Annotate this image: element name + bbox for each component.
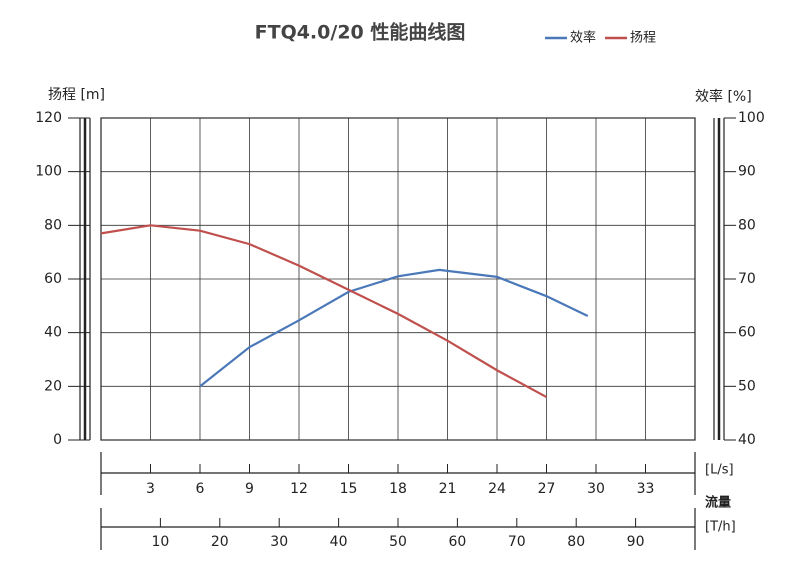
- x-tick-label: 6: [196, 481, 205, 497]
- x2-tick-label: 60: [448, 534, 466, 550]
- x2-tick-label: 30: [270, 534, 288, 550]
- x2-tick-label: 80: [567, 534, 585, 550]
- y-tick-label: 20: [44, 378, 62, 394]
- y-tick-label: 0: [53, 432, 62, 448]
- x-tick-label: 21: [439, 481, 457, 497]
- y-axis-label: 扬程 [m]: [48, 87, 105, 103]
- x2-tick-label: 90: [627, 534, 645, 550]
- x2-tick-label: 50: [389, 534, 407, 550]
- x2-axis-label: [T/h]: [705, 520, 736, 535]
- y-tick-label: 120: [35, 110, 62, 126]
- x-tick-label: 27: [538, 481, 556, 497]
- y-tick-label: 60: [44, 271, 62, 287]
- x-tick-label: 3: [146, 481, 155, 497]
- y2-tick-label: 40: [738, 432, 756, 448]
- x-tick-label: 24: [488, 481, 506, 497]
- y2-tick-label: 80: [738, 217, 756, 233]
- y-tick-label: 100: [35, 164, 62, 180]
- y2-axis-label: 效率 [%]: [695, 88, 752, 105]
- x-tick-label: 12: [290, 481, 308, 497]
- y2-tick-label: 60: [738, 325, 756, 341]
- x2-tick-label: 70: [508, 534, 526, 550]
- x2-tick-label: 40: [330, 534, 348, 550]
- x-tick-label: 30: [587, 481, 605, 497]
- chart-title: FTQ4.0/20 性能曲线图: [255, 21, 466, 44]
- x-tick-label: 9: [245, 481, 254, 497]
- y2-tick-label: 90: [738, 164, 756, 180]
- line-series: [100, 224, 548, 399]
- y-tick-label: 80: [44, 217, 62, 233]
- y2-tick-label: 70: [738, 271, 756, 287]
- y-tick-label: 40: [44, 325, 62, 341]
- y2-tick-label: 50: [738, 378, 756, 394]
- x-axis-label: [L/s]: [705, 463, 734, 478]
- y2-tick-label: 100: [738, 110, 765, 126]
- legend-label: 扬程: [630, 31, 656, 46]
- legend-label: 效率: [570, 30, 596, 46]
- x-tick-label: 15: [340, 481, 358, 497]
- line-series: [199, 268, 589, 388]
- x2-tick-label: 20: [211, 534, 229, 550]
- x-tick-label: 33: [637, 481, 655, 497]
- x-axis-caption: 流量: [705, 495, 731, 511]
- x-tick-label: 18: [389, 481, 407, 497]
- x2-tick-label: 10: [151, 534, 169, 550]
